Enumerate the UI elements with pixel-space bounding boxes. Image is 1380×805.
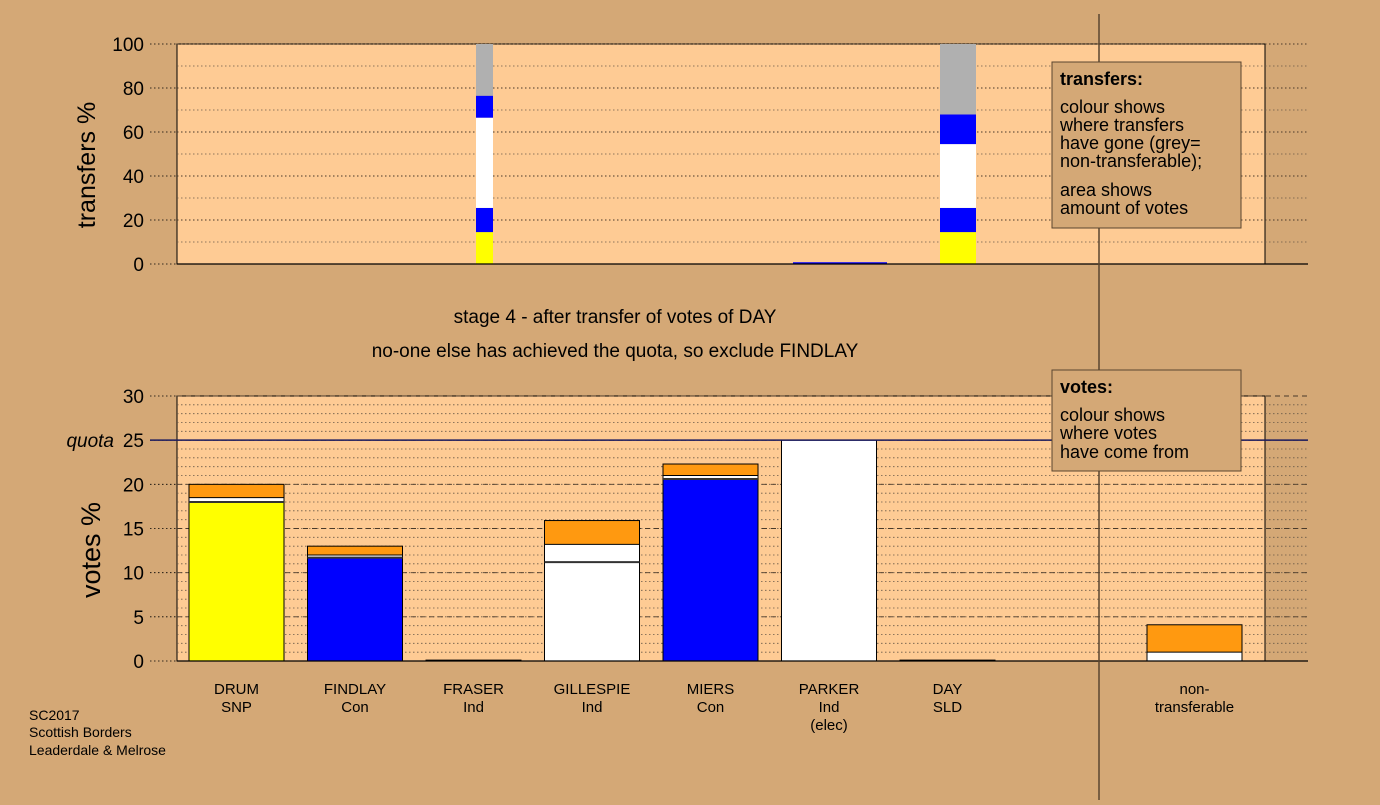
candidate-party-label: Con <box>341 699 369 716</box>
transfer-segment <box>940 144 976 208</box>
bar-segment <box>189 497 284 502</box>
candidate-name-label: FRASER <box>443 681 504 698</box>
y-tick-label: 40 <box>123 167 144 188</box>
votes-legend-title: votes: <box>1060 377 1113 397</box>
y-tick-label: 25 <box>123 431 144 452</box>
y-tick-label: 60 <box>123 123 144 144</box>
bar-segment <box>189 484 284 498</box>
candidate-party-label: SNP <box>221 699 252 716</box>
bar-segment <box>663 464 758 476</box>
footer-line-1: SC2017 <box>29 707 80 723</box>
transfers-legend-line-3: have gone (grey= <box>1060 133 1201 153</box>
bar-segment <box>544 520 640 545</box>
transfers-y-axis: 0 20 40 60 80 100 <box>112 35 1308 276</box>
votes-legend: votes: colour shows where votes have com… <box>1051 369 1242 472</box>
bar-segment <box>544 544 640 661</box>
transfer-segment <box>476 117 493 208</box>
transfer-segment <box>476 207 493 233</box>
candidate-party-label: Ind <box>463 699 484 716</box>
y-tick-label: 30 <box>123 387 144 408</box>
y-tick-label: 10 <box>123 564 144 585</box>
candidate-party-label: SLD <box>933 699 962 716</box>
candidate-name-label: DAY <box>933 681 963 698</box>
votes-y-axis: 0 5 10 15 20 25 30 <box>123 387 1308 673</box>
candidate-name-label: PARKER <box>799 681 860 698</box>
stage-title: stage 4 - after transfer of votes of DAY <box>454 307 777 328</box>
y-tick-label: 15 <box>123 520 144 541</box>
candidate-party-label: transferable <box>1155 699 1234 716</box>
candidate-extra-label: (elec) <box>810 717 848 734</box>
bar-segment <box>1147 652 1242 661</box>
transfers-legend-line-2: where transfers <box>1059 115 1184 135</box>
transfer-segment <box>793 262 887 264</box>
votes-legend-box <box>1051 369 1242 472</box>
y-tick-label: 20 <box>123 211 144 232</box>
votes-legend-line-2: where votes <box>1059 423 1157 443</box>
bar-segment <box>663 479 758 661</box>
candidate-party-label: Ind <box>582 699 603 716</box>
transfer-segment <box>940 114 976 145</box>
transfers-y-axis-label: transfers % <box>73 102 101 228</box>
transfers-legend-title: transfers: <box>1060 69 1143 89</box>
quota-label: quota <box>66 431 114 452</box>
transfer-segment <box>940 232 976 264</box>
votes-legend-line-3: have come from <box>1060 442 1189 462</box>
candidate-name-label: non- <box>1179 681 1209 698</box>
transfers-legend-line-6: amount of votes <box>1060 198 1188 218</box>
bar-segment <box>307 557 403 661</box>
transfer-segment <box>940 207 976 233</box>
votes-legend-line-1: colour shows <box>1060 405 1165 425</box>
transfers-legend-line-4: non-transferable); <box>1060 151 1202 171</box>
transfers-legend-line-5: area shows <box>1060 180 1152 200</box>
transfer-segment <box>476 232 493 264</box>
y-tick-label: 20 <box>123 475 144 496</box>
transfers-legend-line-1: colour shows <box>1060 97 1165 117</box>
stage-subtitle: no-one else has achieved the quota, so e… <box>372 341 859 362</box>
bar-segment <box>1147 624 1242 653</box>
y-tick-label: 0 <box>133 652 144 673</box>
transfers-legend-box <box>1051 61 1242 229</box>
transfers-gridlines <box>177 43 1308 243</box>
bar-segment <box>189 502 284 661</box>
transfer-segment <box>476 44 493 96</box>
candidate-name-label: FINDLAY <box>324 681 386 698</box>
bar-segment <box>781 440 877 661</box>
transfer-segment <box>476 95 493 118</box>
candidate-name-label: MIERS <box>687 681 735 698</box>
candidate-party-label: Con <box>697 699 725 716</box>
y-tick-label: 100 <box>112 35 144 56</box>
transfer-segment <box>940 44 976 115</box>
footer-line-3: Leaderdale & Melrose <box>29 742 166 758</box>
candidate-labels: DRUMSNPFINDLAYConFRASERIndGILLESPIEIndMI… <box>214 681 1234 734</box>
footer-line-2: Scottish Borders <box>29 724 132 740</box>
candidate-name-label: GILLESPIE <box>554 681 631 698</box>
y-tick-label: 0 <box>133 255 144 276</box>
transfers-legend: transfers: colour shows where transfers … <box>1051 61 1242 229</box>
candidate-name-label: DRUM <box>214 681 259 698</box>
y-tick-label: 80 <box>123 79 144 100</box>
votes-y-axis-label: votes % <box>76 502 106 598</box>
bar-segment <box>307 546 403 555</box>
y-tick-label: 5 <box>133 608 144 629</box>
bar-segment <box>307 555 403 558</box>
transfers-bars <box>476 44 976 264</box>
bar-segment <box>663 475 758 480</box>
candidate-party-label: Ind <box>819 699 840 716</box>
